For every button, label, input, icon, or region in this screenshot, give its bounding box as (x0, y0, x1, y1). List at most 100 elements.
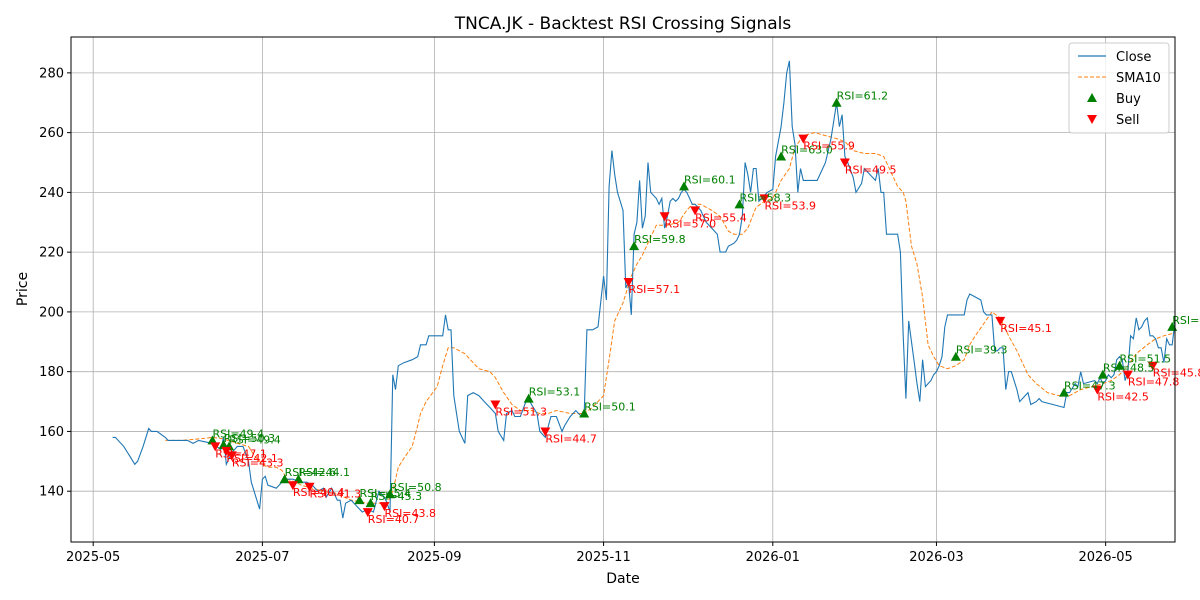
x-axis-ticks: 2025-05 2025-07 2025-09 2025-11 2026-01 2026-… (66, 542, 1133, 565)
buy-rsi-label: RSI=59.8 (634, 233, 686, 246)
x-tick-label: 2025-07 (235, 550, 289, 565)
sell-marker (1122, 370, 1133, 380)
y-axis-label: Price (15, 272, 31, 306)
sell-rsi-label: RSI=42.1 (226, 452, 278, 465)
legend-box (1068, 42, 1170, 134)
chart-title: TNCA.JK - Backtest RSI Crossing Signals (454, 14, 792, 34)
y-tick-label: 280 (39, 66, 64, 81)
sell-rsi-label: RSI=53.9 (764, 199, 816, 212)
buy-marker (365, 498, 376, 508)
legend-buy-swatch (1087, 93, 1097, 102)
sell-rsi-label: RSI=55.9 (803, 140, 855, 153)
buy-marker (354, 495, 365, 505)
sell-marker (379, 502, 390, 512)
buy-rsi-label: RSI=45.4 (359, 487, 411, 500)
sell-rsi-label: RSI=42.5 (1097, 391, 1149, 404)
y-tick-label: 240 (39, 186, 64, 201)
buy-rsi-label: RSI=60.1 (684, 173, 736, 186)
y-tick-label: 140 (39, 485, 64, 500)
buy-marker (831, 97, 842, 107)
buy-marker (776, 151, 787, 161)
sell-rsi-label: RSI=40.7 (368, 513, 420, 526)
close-series (112, 60, 1176, 519)
sell-marker (1147, 361, 1158, 371)
sell-rsi-label: RSI=57.1 (629, 283, 681, 296)
x-tick-label: 2025-11 (576, 550, 630, 565)
buy-rsi-label: RSI=63.0 (781, 144, 833, 157)
sell-rsi-label: RSI=43.8 (384, 507, 436, 520)
buy-marker (523, 393, 534, 403)
sell-rsi-label: RSI=51.3 (495, 406, 547, 419)
sell-marker (659, 212, 670, 222)
buy-rsi-label: RSI=51.5 (1120, 353, 1172, 366)
buy-marker (1114, 360, 1125, 370)
buy-rsi-label: RSI=49.4 (212, 427, 264, 440)
sell-marker (623, 278, 634, 288)
sell-rsi-label: RSI=45.1 (1000, 322, 1052, 335)
buy-marker (950, 351, 961, 361)
x-tick-label: 2025-05 (66, 550, 120, 565)
y-tick-label: 160 (39, 425, 64, 440)
sell-rsi-label: RSI=47.1 (215, 447, 267, 460)
buy-marker (1097, 369, 1108, 379)
sell-rsi-label: RSI=40.4 (293, 486, 345, 499)
legend-entry-label: Buy (1116, 92, 1141, 107)
buy-marker (293, 474, 304, 484)
legend-entry-label: Sell (1116, 113, 1139, 128)
sell-rsi-label: RSI=49.5 (845, 164, 897, 177)
buy-marker (207, 435, 218, 445)
y-tick-label: 200 (39, 305, 64, 320)
sell-marker (287, 481, 298, 491)
buy-marker (384, 489, 395, 499)
legend-items: Close SMA10 Buy Sell (1078, 50, 1161, 128)
close-price-line (112, 60, 1176, 519)
buy-rsi-label: RSI=39.3 (956, 344, 1008, 357)
sell-marker (759, 194, 770, 204)
buy-rsi-label: RSI=44.1 (298, 466, 350, 479)
buy-marker (679, 181, 690, 191)
buy-marker (579, 408, 590, 418)
buy-marker (629, 241, 640, 251)
sell-rsi-label: RSI=57.0 (665, 217, 717, 230)
sell-marker (995, 316, 1006, 326)
sell-marker (304, 482, 315, 492)
y-tick-label: 220 (39, 246, 64, 261)
sma-series (165, 132, 1176, 504)
y-axis-ticks: 140 160 180 200 220 240 260 280 (39, 66, 71, 500)
buy-rsi-label: RSI=45.3 (371, 490, 423, 503)
buy-rsi-label: RSI=53.1 (529, 386, 581, 399)
buy-rsi-label: RSI=48.5 (1103, 362, 1155, 375)
buy-rsi-label: RSI=50.1 (584, 401, 636, 414)
sell-marker (1092, 385, 1103, 395)
buy-rsi-label: RSI=47.3 (1064, 380, 1116, 393)
plot-frame (70, 36, 1176, 543)
sell-marker (690, 206, 701, 216)
sell-marker (362, 508, 373, 518)
sell-marker (226, 451, 237, 461)
sell-marker (540, 427, 551, 437)
sma10-line (165, 132, 1176, 504)
x-axis-label: Date (606, 571, 639, 587)
buy-marker (1059, 387, 1070, 397)
sell-rsi-label: RSI=47.8 (1128, 376, 1180, 389)
sell-rsi-label: RSI=45.8 (1153, 367, 1200, 380)
sell-marker (490, 400, 501, 410)
buy-rsi-label: RSI=49.4 (229, 433, 281, 446)
legend-entry-label: Close (1116, 50, 1151, 65)
buy-rsi-label: RSI=58.3 (740, 191, 792, 204)
sell-marker (798, 134, 809, 144)
buy-marker (279, 474, 290, 484)
x-tick-label: 2026-03 (909, 550, 963, 565)
buy-rsi-label: RSI=50.3 (224, 432, 276, 445)
y-tick-label: 180 (39, 365, 64, 380)
legend-entry-label: SMA10 (1116, 71, 1161, 86)
buy-marker (218, 439, 229, 449)
sell-rsi-label: RSI=43.3 (232, 456, 284, 469)
sell-marker (221, 446, 232, 456)
buy-marker (734, 199, 745, 209)
y-tick-label: 260 (39, 126, 64, 141)
buy-rsi-label: RSI=61.2 (837, 90, 889, 103)
